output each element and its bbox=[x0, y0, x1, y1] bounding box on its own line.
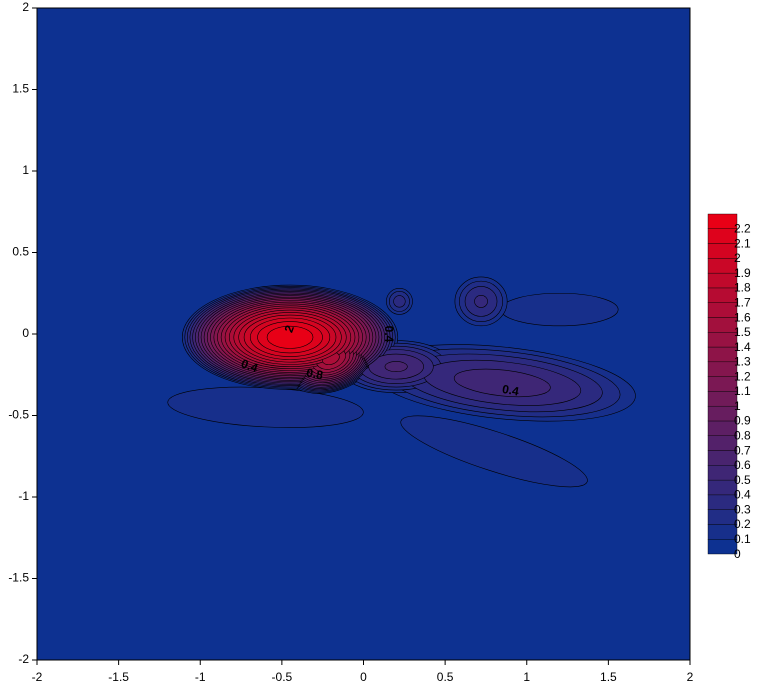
colorbar-swatch bbox=[707, 450, 738, 466]
colorbar-label: 1.4 bbox=[734, 340, 751, 354]
colorbar-swatch bbox=[707, 272, 738, 289]
colorbar-label: 0.5 bbox=[734, 473, 751, 487]
x-tick-label: 1.5 bbox=[600, 670, 617, 684]
contour-region bbox=[400, 415, 588, 488]
y-tick-label: 1.5 bbox=[12, 82, 29, 96]
x-tick-label: -2 bbox=[32, 670, 43, 684]
contour-region bbox=[384, 361, 408, 373]
axes: -2 -1.5 -1 -0.5 0 0.5 1 1.5 2 -2 -1.5 -1 -0.5 0 0.5 1 1.… bbox=[8, 0, 693, 684]
colorbar-label: 0.8 bbox=[734, 429, 751, 443]
colorbar-swatch bbox=[707, 317, 738, 333]
colorbar-swatch bbox=[707, 346, 738, 363]
x-tick-label: -1 bbox=[195, 670, 206, 684]
colorbar-label: 1.8 bbox=[734, 281, 751, 295]
colorbar-label: 0.9 bbox=[734, 414, 751, 428]
colorbar-label: 1.3 bbox=[734, 355, 751, 369]
colorbar-label: 0.4 bbox=[734, 488, 751, 502]
colorbar-swatch bbox=[707, 332, 738, 348]
colorbar-swatch bbox=[707, 228, 738, 244]
colorbar-swatch bbox=[707, 391, 738, 407]
contour-region bbox=[474, 294, 488, 308]
contour-label: 0.4 bbox=[239, 356, 260, 375]
colorbar-label: 0.1 bbox=[734, 532, 751, 546]
colorbar-swatch bbox=[707, 213, 738, 229]
colorbar-swatch bbox=[707, 524, 738, 540]
contour-label: 0.4 bbox=[382, 326, 396, 343]
colorbar-label: 0.2 bbox=[734, 517, 751, 531]
contour-region bbox=[266, 325, 314, 349]
y-tick-label: -1.5 bbox=[8, 571, 29, 585]
colorbar-swatch bbox=[707, 465, 738, 481]
colorbar-swatch bbox=[707, 302, 738, 318]
colorbar-label: 0 bbox=[734, 547, 741, 561]
contour-field: 2 0.4 0.8 0.4 0.4 bbox=[37, 8, 690, 660]
colorbar-label: 1.5 bbox=[734, 325, 751, 339]
contour-label: 0.8 bbox=[305, 366, 324, 383]
y-tick-label: 0.5 bbox=[12, 245, 29, 259]
y-tick-label: 2 bbox=[22, 0, 29, 14]
colorbar-swatch bbox=[707, 539, 738, 555]
x-tick-label: -0.5 bbox=[272, 670, 293, 684]
colorbar-swatch bbox=[707, 258, 738, 274]
colorbar-swatch bbox=[707, 494, 738, 510]
colorbar-swatch bbox=[707, 405, 738, 422]
y-tick-label: -1 bbox=[18, 489, 29, 503]
colorbar: 00.10.20.30.40.50.60.70.80.911.11.21.31.… bbox=[707, 213, 751, 561]
x-tick-label: 2 bbox=[687, 670, 694, 684]
colorbar-label: 1.1 bbox=[734, 384, 751, 398]
contour-label: 2 bbox=[282, 323, 298, 334]
colorbar-swatch bbox=[707, 509, 738, 525]
contour-region bbox=[500, 292, 619, 327]
colorbar-label: 1 bbox=[734, 399, 741, 413]
x-tick-label: -1.5 bbox=[108, 670, 129, 684]
x-tick-label: 0.5 bbox=[437, 670, 454, 684]
contour-label: 0.4 bbox=[501, 382, 520, 399]
colorbar-swatch bbox=[707, 420, 738, 436]
colorbar-label: 0.6 bbox=[734, 458, 751, 472]
y-tick-label: 0 bbox=[22, 326, 29, 340]
colorbar-label: 2.1 bbox=[734, 236, 751, 250]
colorbar-label: 1.7 bbox=[734, 295, 751, 309]
colorbar-swatch bbox=[707, 243, 738, 259]
colorbar-swatch bbox=[707, 376, 738, 392]
colorbar-label: 1.6 bbox=[734, 310, 751, 324]
x-tick-label: 1 bbox=[523, 670, 530, 684]
contour-region bbox=[393, 295, 406, 308]
colorbar-swatch bbox=[707, 361, 738, 377]
colorbar-label: 2 bbox=[734, 251, 741, 265]
y-tick-label: -0.5 bbox=[8, 408, 29, 422]
colorbar-label: 2.2 bbox=[734, 222, 751, 236]
x-tick-label: 0 bbox=[360, 670, 367, 684]
y-tick-label: 1 bbox=[22, 163, 29, 177]
colorbar-swatch bbox=[707, 435, 738, 451]
contour-region bbox=[453, 368, 551, 398]
y-tick-label: -2 bbox=[18, 652, 29, 666]
colorbar-label: 1.2 bbox=[734, 369, 751, 383]
colorbar-label: 1.9 bbox=[734, 266, 751, 280]
colorbar-label: 0.3 bbox=[734, 502, 751, 516]
colorbar-swatch bbox=[707, 479, 738, 496]
colorbar-swatch bbox=[707, 287, 738, 303]
colorbar-label: 0.7 bbox=[734, 443, 751, 457]
